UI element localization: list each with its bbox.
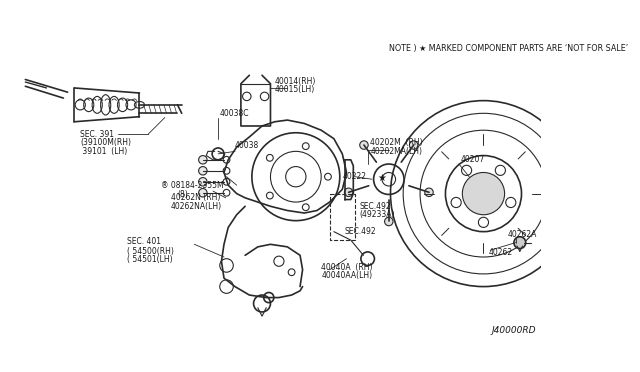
Text: SEC.492: SEC.492 [359,202,391,211]
Text: 40207: 40207 [461,155,485,164]
Text: 40038: 40038 [235,141,259,150]
Text: 40262NA(LH): 40262NA(LH) [171,202,222,211]
Circle shape [198,189,207,197]
Text: 40015(LH): 40015(LH) [275,85,315,94]
Text: (49233A): (49233A) [359,210,395,219]
Circle shape [198,167,207,175]
Circle shape [425,188,433,196]
Circle shape [461,165,472,176]
Text: ® 08184-2355M: ® 08184-2355M [161,181,223,190]
Text: 40014(RH): 40014(RH) [275,77,316,86]
Text: SEC.492: SEC.492 [344,227,376,236]
Text: ( 54501(LH): ( 54501(LH) [127,255,172,264]
Circle shape [479,217,488,227]
Text: SEC. 401: SEC. 401 [127,237,161,246]
Text: 40262: 40262 [488,248,513,257]
Text: 40222: 40222 [342,172,366,181]
Circle shape [506,198,516,208]
Circle shape [344,188,353,196]
Circle shape [495,165,506,176]
Text: ★: ★ [378,173,387,183]
Text: 40040AA(LH): 40040AA(LH) [321,271,372,280]
Text: (39100M(RH): (39100M(RH) [80,138,131,147]
Circle shape [198,177,207,186]
Text: (8): (8) [177,190,188,199]
Text: SEC. 391: SEC. 391 [80,130,115,139]
Circle shape [198,155,207,164]
Circle shape [462,173,504,215]
Text: ( 54500(RH): ( 54500(RH) [127,247,173,256]
Text: 40202M  (RH): 40202M (RH) [370,138,423,147]
Text: 39101  (LH): 39101 (LH) [80,147,127,156]
Text: 40040A  (RH): 40040A (RH) [321,263,372,272]
Text: 40202MA(LH): 40202MA(LH) [370,147,422,156]
Circle shape [410,141,418,149]
Text: 40038C: 40038C [220,109,249,118]
Circle shape [451,198,461,208]
Circle shape [385,217,393,226]
Circle shape [514,237,525,248]
Text: 40262A: 40262A [507,230,536,239]
Text: 40262N (RH): 40262N (RH) [171,193,220,202]
Circle shape [360,141,368,149]
Text: NOTE ) ★ MARKED COMPONENT PARTS ARE ‘NOT FOR SALE’: NOTE ) ★ MARKED COMPONENT PARTS ARE ‘NOT… [389,44,628,53]
Text: J40000RD: J40000RD [492,326,536,335]
